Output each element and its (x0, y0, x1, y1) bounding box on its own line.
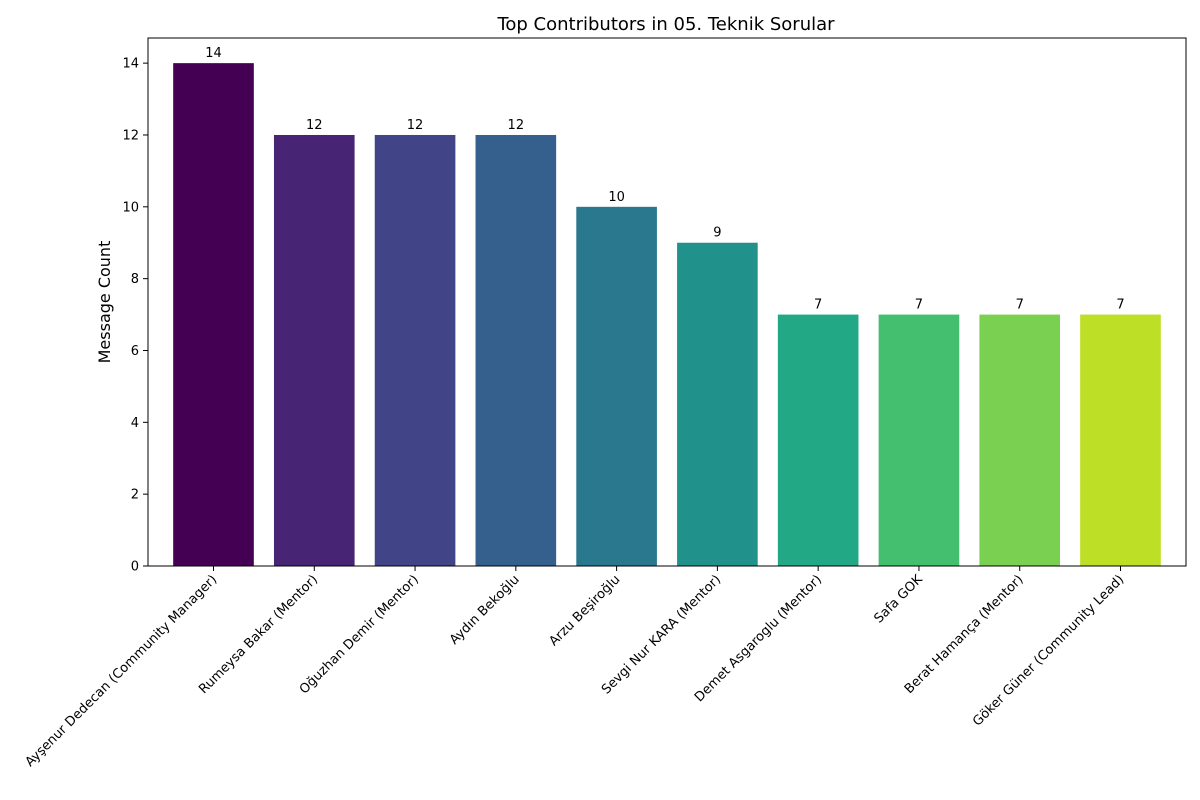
bar-value-label: 14 (205, 46, 222, 61)
bar-value-label: 12 (306, 118, 323, 133)
bar (677, 242, 758, 567)
y-tick-label: 0 (131, 560, 139, 575)
bar-value-label: 10 (608, 190, 625, 205)
bar (1080, 314, 1161, 566)
y-tick-label: 14 (122, 57, 139, 72)
y-axis-label: Message Count (95, 241, 114, 364)
bar-value-label: 7 (915, 298, 923, 313)
y-tick-label: 10 (122, 200, 139, 215)
plot-frame (147, 37, 1187, 567)
bar (878, 314, 960, 566)
y-tick-label: 12 (122, 128, 139, 143)
bar (173, 63, 254, 566)
y-tick-label: 8 (131, 272, 139, 287)
bar-value-label: 9 (713, 226, 721, 241)
bar (576, 206, 657, 566)
bar-value-label: 7 (1016, 298, 1024, 313)
y-axis: 0 2 4 6 8 10 12 14 (122, 57, 148, 575)
bar (777, 314, 859, 566)
bar-value-label: 7 (814, 298, 822, 313)
bar (374, 134, 456, 567)
bar-value-label: 12 (508, 118, 525, 133)
chart-title: Top Contributors in 05. Teknik Sorular (496, 14, 835, 35)
y-tick-label: 2 (131, 488, 139, 503)
bars-group (173, 63, 1161, 567)
data-labels-group: 14 12 12 12 10 9 7 7 7 7 (205, 46, 1124, 312)
bar-value-label: 7 (1116, 298, 1124, 313)
bar-value-label: 12 (407, 118, 424, 133)
y-tick-label: 4 (131, 416, 139, 431)
bar (979, 314, 1061, 566)
bar (273, 134, 355, 567)
bar (475, 134, 557, 567)
y-tick-label: 6 (131, 344, 139, 359)
